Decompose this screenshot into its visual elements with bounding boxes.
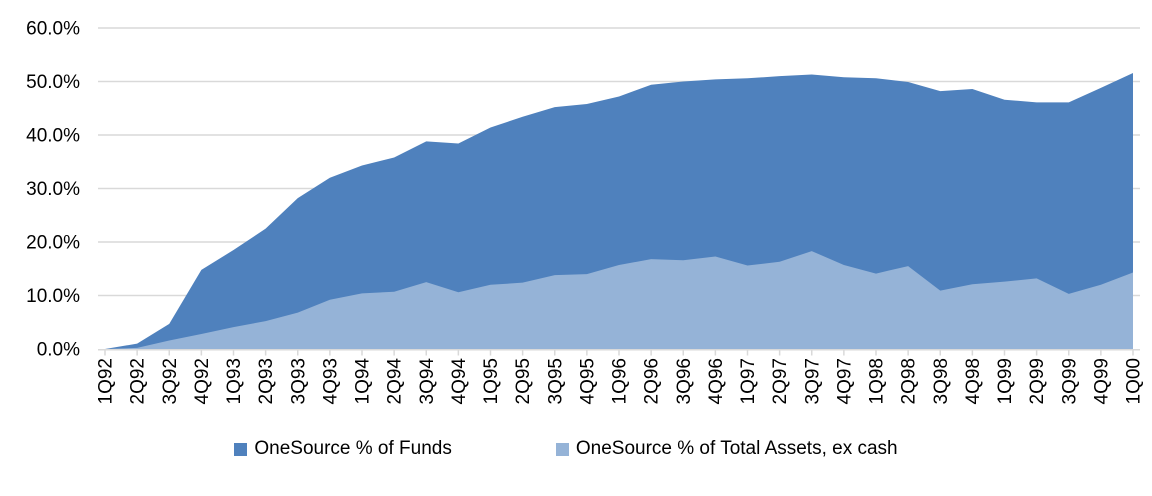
- svg-text:2Q92: 2Q92: [128, 358, 149, 404]
- legend-label-funds: OneSource % of Funds: [254, 438, 452, 459]
- svg-text:3Q99: 3Q99: [1059, 358, 1080, 404]
- svg-text:4Q95: 4Q95: [577, 358, 598, 404]
- svg-text:2Q95: 2Q95: [513, 358, 534, 404]
- svg-text:2Q94: 2Q94: [385, 358, 406, 405]
- legend-item-assets: OneSource % of Total Assets, ex cash: [555, 438, 898, 460]
- svg-text:3Q95: 3Q95: [545, 358, 566, 404]
- svg-text:20.0%: 20.0%: [26, 233, 80, 254]
- svg-text:3Q92: 3Q92: [160, 358, 181, 404]
- svg-text:2Q93: 2Q93: [256, 358, 277, 404]
- svg-text:4Q97: 4Q97: [834, 358, 855, 404]
- svg-text:1Q00: 1Q00: [1124, 358, 1145, 404]
- svg-text:1Q98: 1Q98: [867, 358, 888, 404]
- svg-text:2Q98: 2Q98: [899, 358, 920, 404]
- svg-text:60.0%: 60.0%: [26, 19, 80, 40]
- legend-swatch-funds-icon: [234, 442, 248, 456]
- svg-text:4Q92: 4Q92: [192, 358, 213, 404]
- svg-text:0.0%: 0.0%: [37, 340, 80, 361]
- svg-text:1Q92: 1Q92: [96, 358, 117, 404]
- svg-text:2Q99: 2Q99: [1027, 358, 1048, 404]
- chart-legend: OneSource % of Funds OneSource % of Tota…: [0, 438, 1142, 460]
- svg-text:4Q93: 4Q93: [320, 358, 341, 404]
- svg-text:4Q94: 4Q94: [449, 358, 470, 405]
- legend-label-assets: OneSource % of Total Assets, ex cash: [575, 438, 898, 459]
- legend-item-funds: OneSource % of Funds: [234, 438, 452, 460]
- x-axis-ticks: [104, 350, 1134, 356]
- svg-text:3Q98: 3Q98: [931, 358, 952, 404]
- svg-text:10.0%: 10.0%: [26, 286, 80, 307]
- svg-text:3Q93: 3Q93: [288, 358, 309, 404]
- svg-text:3Q94: 3Q94: [417, 358, 438, 405]
- svg-text:1Q93: 1Q93: [224, 358, 245, 404]
- svg-text:50.0%: 50.0%: [26, 72, 80, 93]
- y-tick-labels: 0.0% 10.0% 20.0% 30.0% 40.0% 50.0% 60.0%: [26, 19, 80, 361]
- svg-text:1Q99: 1Q99: [995, 358, 1016, 404]
- svg-text:1Q96: 1Q96: [610, 358, 631, 404]
- svg-text:2Q97: 2Q97: [770, 358, 791, 404]
- x-tick-labels: 1Q92 2Q92 3Q92 4Q92 1Q93 2Q93 3Q93 4Q93 1Q94 2Q94…: [96, 358, 1145, 405]
- svg-text:2Q96: 2Q96: [642, 358, 663, 404]
- svg-text:1Q95: 1Q95: [481, 358, 502, 404]
- svg-text:1Q94: 1Q94: [353, 358, 374, 405]
- svg-text:4Q99: 4Q99: [1091, 358, 1112, 404]
- svg-text:30.0%: 30.0%: [26, 179, 80, 200]
- svg-text:3Q96: 3Q96: [674, 358, 695, 404]
- legend-swatch-assets-icon: [555, 442, 569, 456]
- svg-text:3Q97: 3Q97: [802, 358, 823, 404]
- svg-text:1Q97: 1Q97: [738, 358, 759, 404]
- assets-area-series: [105, 251, 1133, 349]
- svg-text:4Q96: 4Q96: [706, 358, 727, 404]
- svg-text:40.0%: 40.0%: [26, 126, 80, 147]
- svg-text:4Q98: 4Q98: [963, 358, 984, 404]
